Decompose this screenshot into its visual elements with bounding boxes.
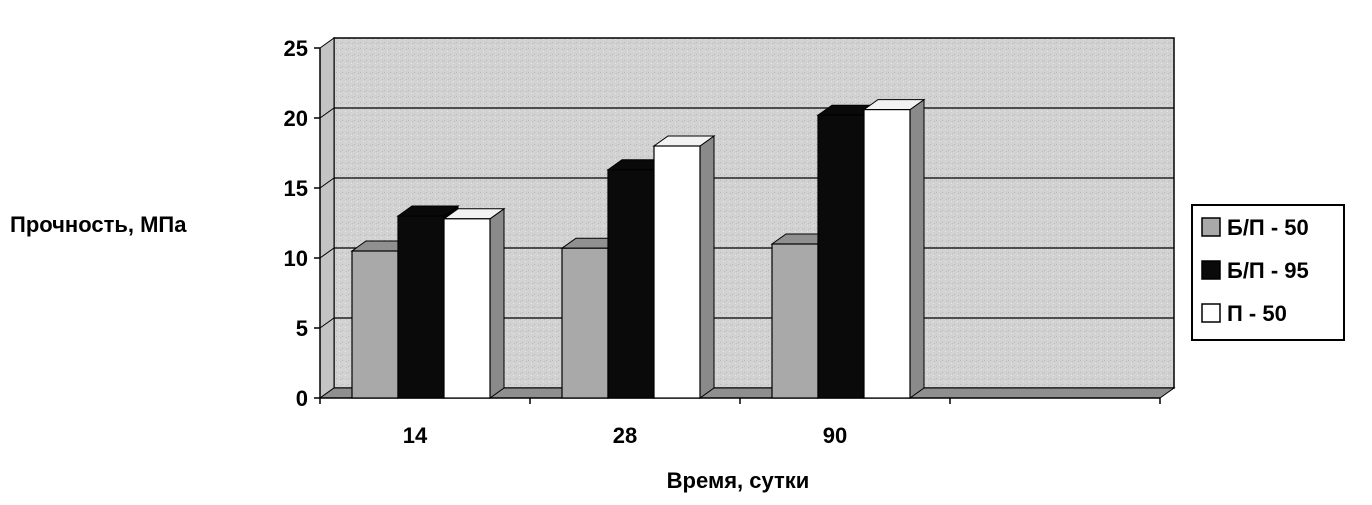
legend: Б/П - 50 Б/П - 95 П - 50 bbox=[1191, 204, 1345, 341]
legend-swatch bbox=[1201, 303, 1221, 323]
y-axis-title: Прочность, МПа bbox=[10, 212, 187, 237]
bar bbox=[442, 207, 506, 399]
gridline-side bbox=[319, 247, 335, 259]
bars bbox=[350, 98, 926, 399]
y-tick-label: 0 bbox=[296, 386, 308, 411]
y-tick-label: 10 bbox=[284, 246, 308, 271]
y-tick-label: 5 bbox=[296, 316, 308, 341]
y-tick-label: 15 bbox=[284, 176, 308, 201]
gridline-side bbox=[319, 107, 335, 119]
gridline-side bbox=[319, 177, 335, 189]
x-axis-ticks: 14 28 90 bbox=[319, 398, 1161, 448]
y-tick-label: 25 bbox=[284, 36, 308, 61]
x-tick-label: 28 bbox=[613, 423, 637, 448]
y-tick-label: 20 bbox=[284, 106, 308, 131]
gridline-side bbox=[319, 317, 335, 329]
x-tick-label: 14 bbox=[403, 423, 428, 448]
legend-swatch bbox=[1201, 217, 1221, 237]
plot-side-wall bbox=[319, 37, 335, 399]
bar bbox=[652, 135, 716, 399]
bar bbox=[862, 98, 926, 399]
x-tick-label: 90 bbox=[823, 423, 847, 448]
legend-label: П - 50 bbox=[1227, 301, 1287, 326]
legend-swatch bbox=[1201, 260, 1221, 280]
x-axis-title: Время, сутки bbox=[667, 468, 810, 493]
y-axis-ticks: 0 5 10 15 20 25 bbox=[284, 36, 320, 411]
legend-label: Б/П - 50 bbox=[1227, 215, 1309, 240]
legend-label: Б/П - 95 bbox=[1227, 258, 1309, 283]
